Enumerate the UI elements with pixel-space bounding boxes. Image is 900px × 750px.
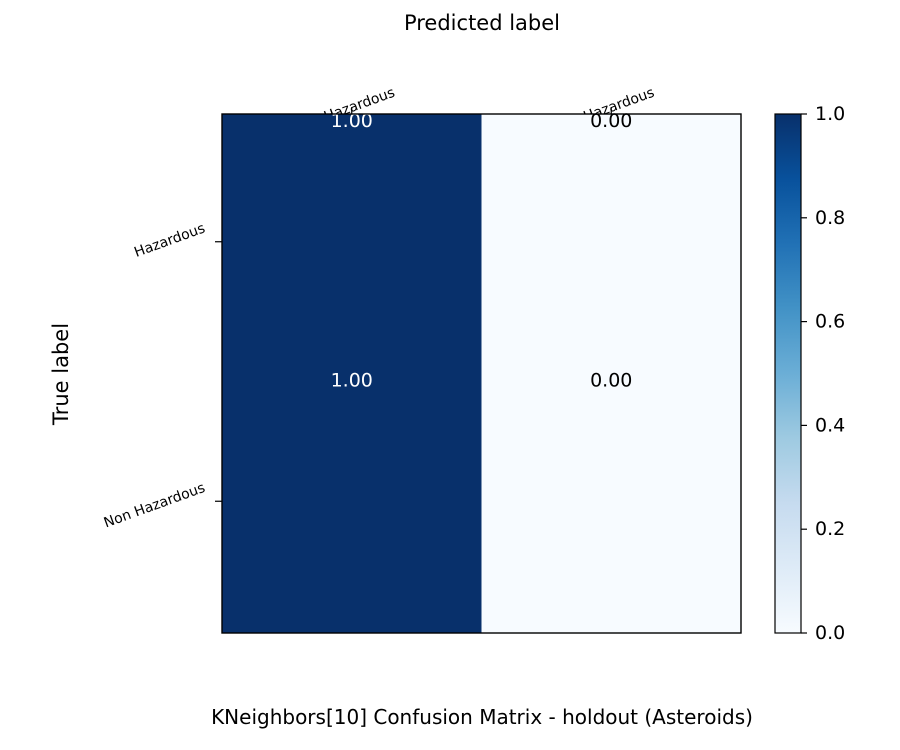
colorbar-tick-label: 0.0 [815, 622, 845, 644]
matrix-cell [222, 114, 482, 374]
colorbar-tick-label: 0.4 [815, 414, 845, 436]
cell-value-label: 1.00 [331, 369, 373, 391]
matrix-cell [481, 373, 741, 633]
matrix-cell [481, 114, 741, 374]
x-axis-label: Predicted label [404, 11, 560, 35]
matrix-cell [222, 373, 482, 633]
colorbar-tick-label: 0.2 [815, 518, 845, 540]
y-tick-label: Hazardous [132, 220, 207, 260]
chart-title: KNeighbors[10] Confusion Matrix - holdou… [211, 705, 753, 729]
y-tick-label: Non Hazardous [102, 480, 208, 531]
colorbar-gradient [774, 113, 802, 634]
matrix-frame [221, 113, 742, 634]
matrix-cells: 1.00 0.00 1.00 0.00 [222, 110, 741, 633]
cell-value-label: 1.00 [331, 110, 373, 132]
colorbar-tick-label: 0.6 [815, 311, 845, 333]
colorbar-tick-label: 1.0 [815, 103, 845, 125]
colorbar-tick-label: 0.8 [815, 207, 845, 229]
y-ticks: Hazardous Non Hazardous [102, 220, 222, 531]
colorbar-ticks: 0.0 0.2 0.4 0.6 0.8 1.0 [801, 103, 845, 644]
y-axis-label: True label [49, 323, 73, 426]
colorbar: 0.0 0.2 0.4 0.6 0.8 1.0 [774, 103, 845, 644]
cell-value-label: 0.00 [590, 110, 632, 132]
cell-value-label: 0.00 [590, 369, 632, 391]
